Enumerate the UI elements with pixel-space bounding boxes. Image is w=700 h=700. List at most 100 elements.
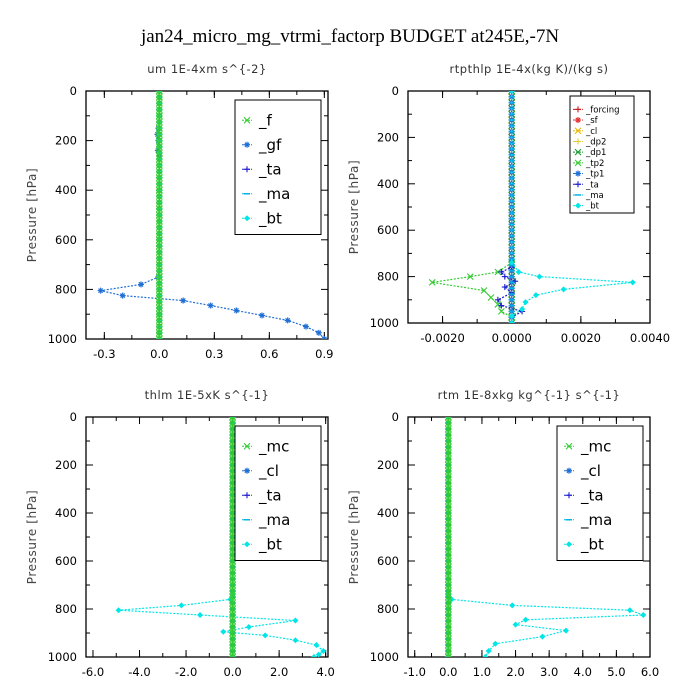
- data-point: [532, 292, 539, 299]
- x-tick-label: 4.0: [317, 665, 335, 679]
- data-point: [229, 584, 236, 592]
- data-point: [444, 587, 452, 595]
- data-point: [155, 118, 163, 126]
- data-point: [229, 644, 236, 652]
- data-point: [444, 500, 452, 508]
- data-point: [444, 509, 452, 517]
- data-point: [444, 464, 452, 472]
- data-point: [444, 446, 452, 454]
- data-point: [444, 461, 452, 469]
- data-point: [444, 515, 452, 523]
- data-point: [231, 653, 236, 657]
- data-point: [229, 417, 234, 421]
- data-point: [155, 174, 163, 182]
- data-point: [229, 650, 236, 657]
- x-tick-label: 0.0000: [492, 331, 532, 345]
- data-point: [444, 641, 452, 649]
- data-point: [155, 124, 163, 132]
- data-point: [155, 112, 163, 120]
- data-point: [229, 653, 234, 657]
- data-point: [155, 292, 163, 299]
- data-point: [155, 255, 163, 262]
- data-point: [515, 268, 522, 275]
- data-point: [155, 189, 163, 197]
- data-point: [197, 612, 204, 618]
- data-point: [444, 479, 452, 487]
- data-point: [155, 165, 163, 172]
- legend-entry: _sf: [585, 116, 599, 126]
- data-point: [155, 96, 163, 104]
- data-point: [466, 273, 474, 280]
- data-point: [444, 518, 452, 526]
- data-point: [492, 640, 499, 647]
- data-point: [155, 217, 163, 225]
- data-point: [444, 539, 452, 547]
- data-point: [444, 557, 452, 565]
- data-point: [155, 205, 163, 213]
- data-point: [444, 617, 452, 625]
- data-point: [155, 227, 163, 234]
- data-point: [444, 596, 452, 604]
- data-point: [447, 417, 452, 421]
- data-point: [155, 106, 163, 113]
- legend-entry: _mc: [258, 437, 289, 456]
- data-point: [640, 612, 647, 618]
- y-tick-label: 0: [392, 410, 399, 424]
- data-point: [560, 286, 567, 293]
- x-tick-label: 3.0: [540, 665, 558, 679]
- y-tick-label: 800: [377, 270, 399, 284]
- x-tick-label: 0.0040: [630, 331, 670, 345]
- y-tick-label: 0: [392, 84, 399, 98]
- data-point: [444, 434, 452, 442]
- data-point: [155, 158, 163, 166]
- data-point: [444, 569, 452, 577]
- y-tick-label: 400: [377, 506, 399, 520]
- data-point: [444, 419, 452, 427]
- y-tick-label: 800: [55, 282, 77, 296]
- data-point: [444, 566, 452, 574]
- data-point: [508, 313, 515, 320]
- legend: _mc _cl _ta _ma _bt: [234, 425, 322, 561]
- data-point: [155, 279, 163, 287]
- data-point: [229, 605, 236, 613]
- data-point: [155, 143, 163, 151]
- y-tick-label: 200: [377, 130, 399, 144]
- x-tick-label: 2.0: [270, 665, 288, 679]
- data-point: [444, 476, 452, 484]
- data-point: [178, 602, 185, 609]
- data-point: [512, 621, 519, 628]
- data-point: [522, 299, 529, 306]
- data-point: [444, 650, 452, 657]
- data-point: [292, 617, 299, 624]
- data-point: [155, 109, 163, 117]
- data-point: [229, 422, 236, 430]
- y-tick-label: 200: [55, 134, 77, 148]
- data-point: [444, 428, 452, 436]
- data-point: [155, 230, 163, 237]
- data-point: [444, 440, 452, 448]
- data-point: [155, 146, 163, 154]
- data-point: [155, 286, 163, 293]
- data-point: [245, 624, 252, 630]
- data-point: [229, 593, 236, 601]
- data-point: [229, 569, 236, 577]
- legend: _f _gf _ta _ma _bt: [234, 99, 322, 235]
- legend-entry: _tp2: [585, 159, 604, 169]
- data-point: [155, 199, 163, 206]
- data-point: [155, 220, 163, 228]
- series-zero-overlay: [155, 91, 163, 339]
- data-point: [444, 635, 452, 643]
- data-point: [155, 127, 163, 135]
- y-axis-label: Pressure [hPa]: [25, 168, 39, 262]
- data-point: [155, 134, 163, 141]
- chart-panel-2: rtpthlp 1E-4x(kg K)/(kg s) Pressure [hPa]…: [347, 62, 670, 345]
- legend-entry: _ta: [585, 180, 599, 190]
- legend-entry: _bt: [585, 202, 600, 212]
- y-tick-label: 600: [377, 554, 399, 568]
- data-point: [323, 336, 327, 339]
- data-point: [155, 323, 163, 330]
- y-tick-label: 0: [70, 410, 77, 424]
- data-point: [562, 627, 569, 634]
- data-point: [155, 332, 163, 339]
- data-point: [229, 632, 236, 640]
